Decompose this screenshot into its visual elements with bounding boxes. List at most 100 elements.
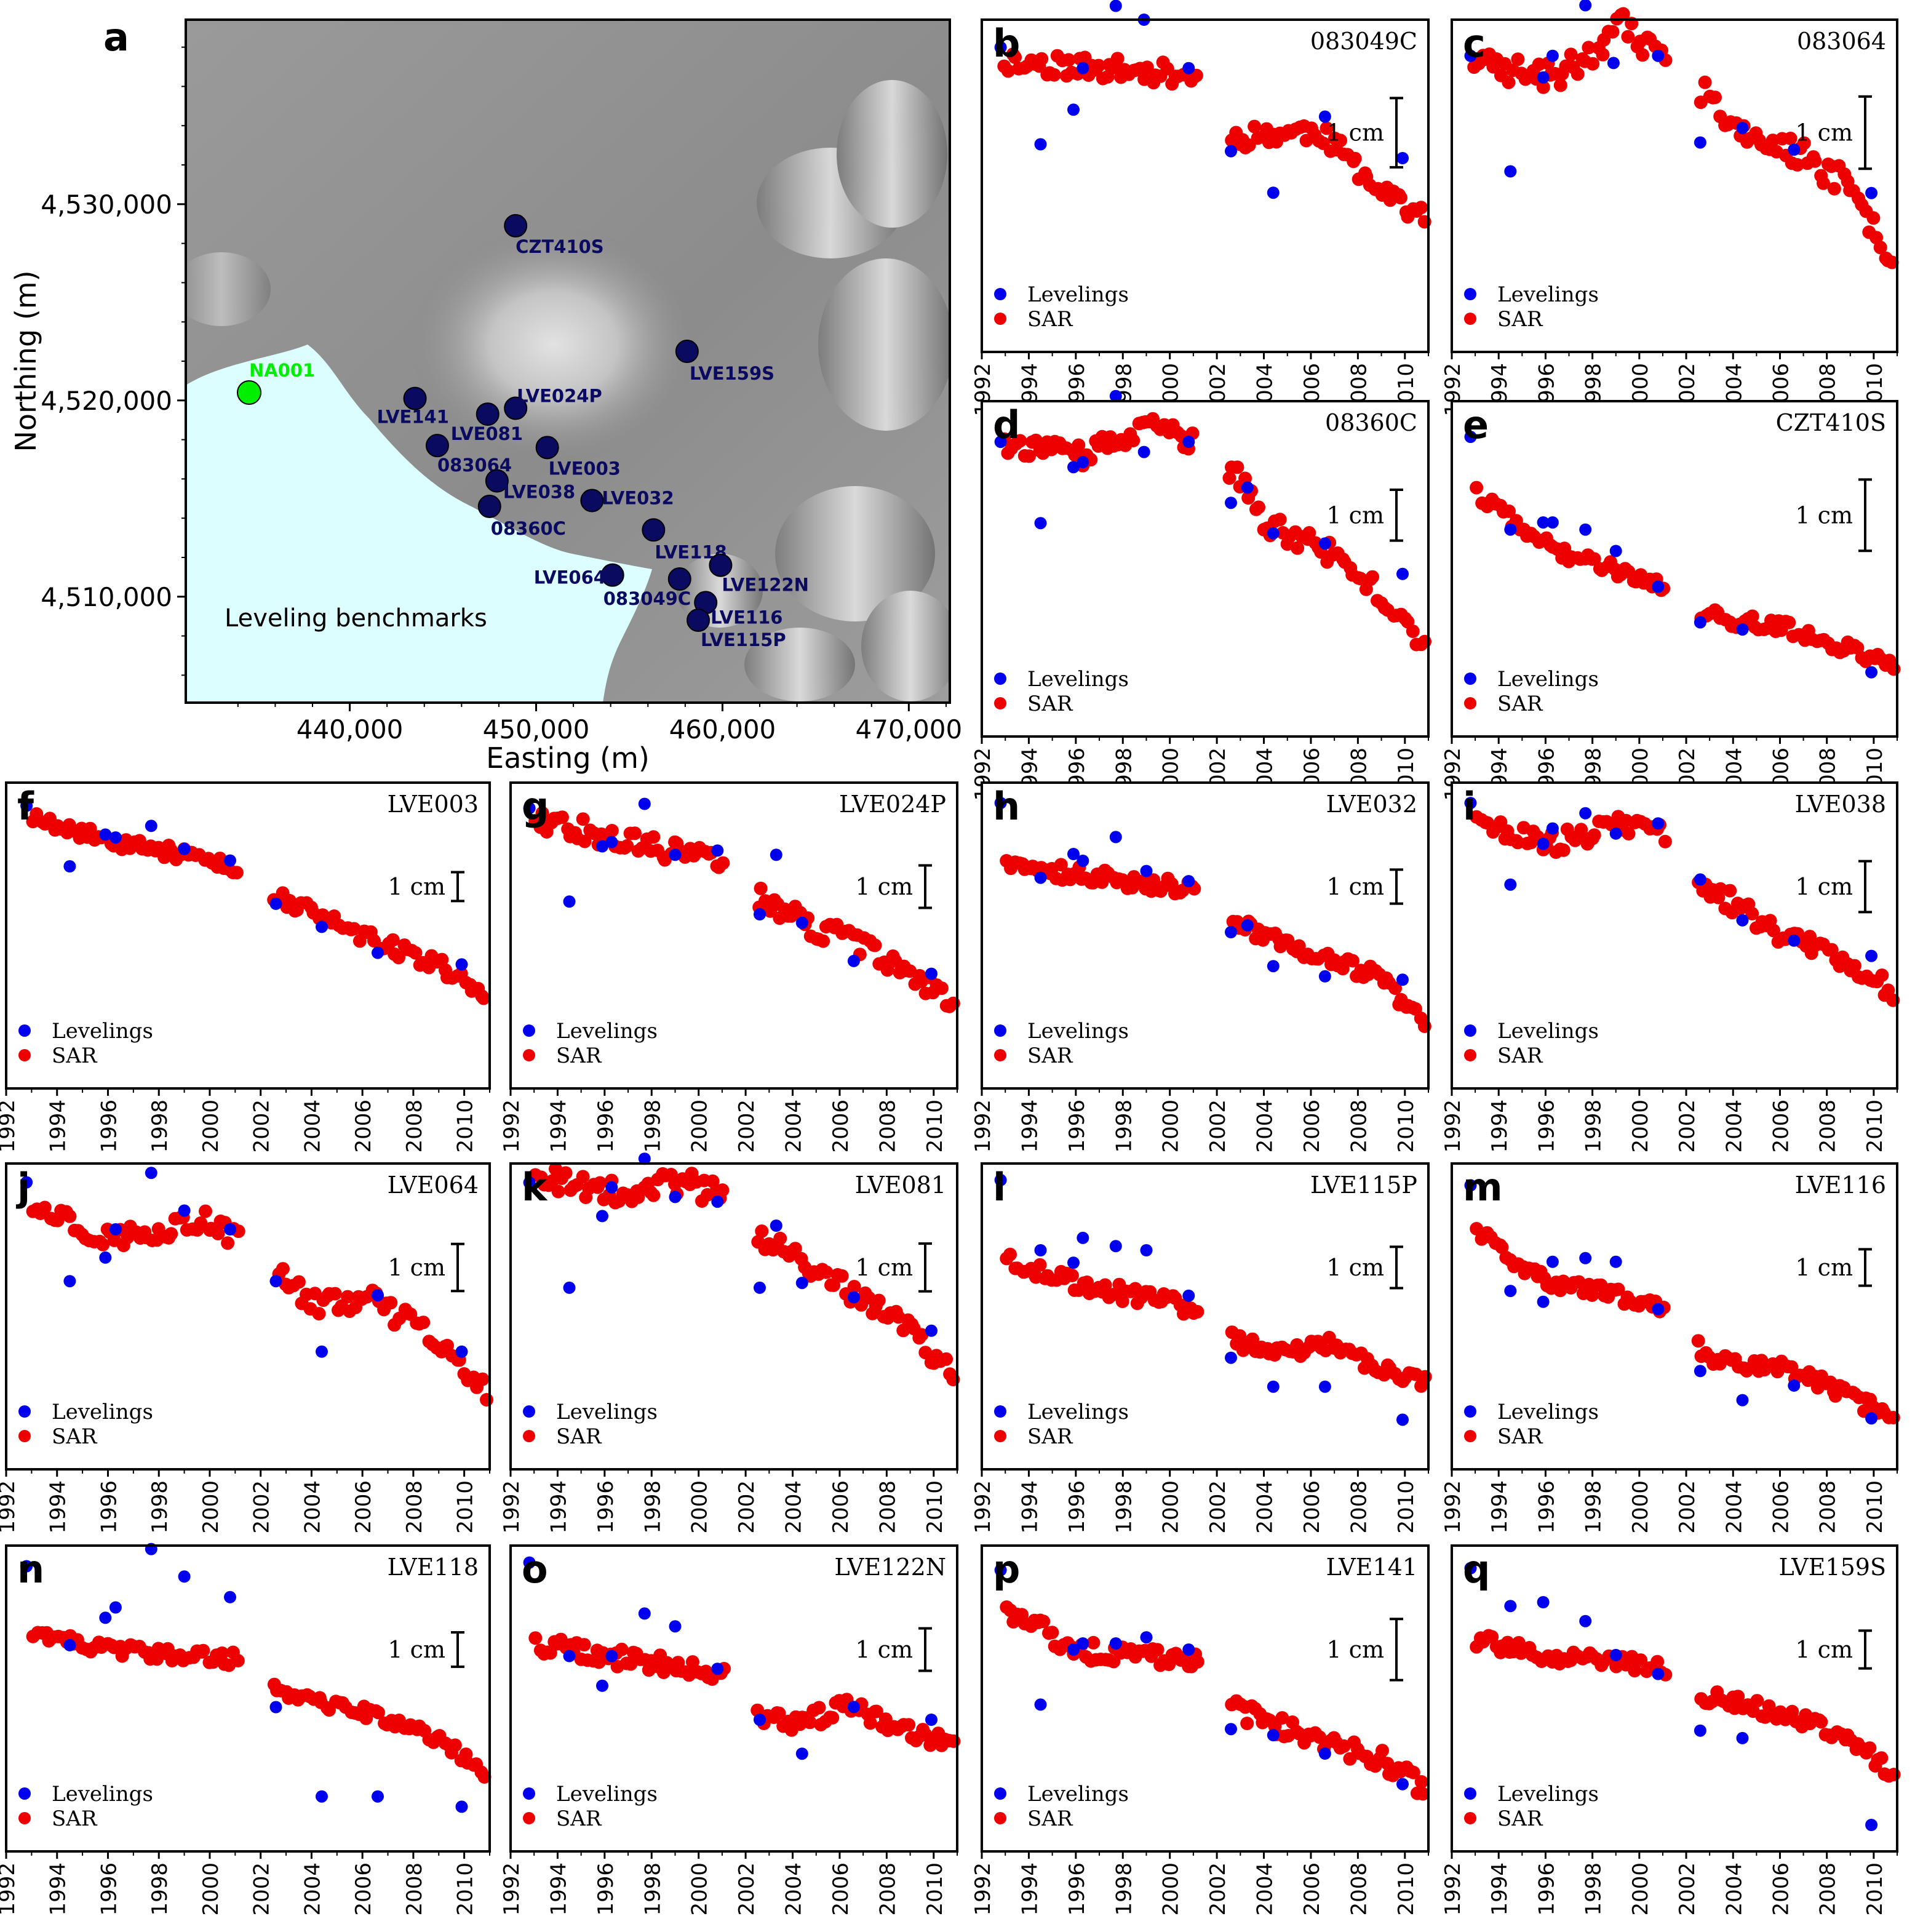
sar-point [1556,843,1571,857]
sar-point [578,834,592,848]
x-tick-label: 2002 [1675,1862,1700,1916]
sar-point [576,812,590,826]
leveling-point [145,820,157,832]
scale-bar-label: 1 cm [1795,1254,1853,1281]
sar-point [1302,526,1316,540]
leveling-point [994,1563,1007,1576]
sar-point [835,1269,849,1283]
leveling-point [1736,914,1749,927]
panel-frame [1451,400,1898,738]
x-tick-label: 2000 [688,1100,712,1153]
panel-background [1452,1546,1897,1851]
leveling-point [1694,136,1706,149]
scale-bar: 1 cm [388,871,464,903]
x-tick-label: 1996 [1534,1480,1559,1534]
leveling-point [1034,1244,1047,1256]
x-tick-label: 2006 [829,1100,853,1153]
sar-point [408,946,423,960]
sar-point [1745,906,1759,920]
x-tick-label: 1996 [1534,1862,1559,1916]
x-tick-label: 1994 [46,1100,71,1153]
sar-point [1414,201,1428,215]
x-tick-label: 1994 [546,1480,571,1534]
leveling-point [20,1176,33,1189]
x-tick-label: 1998 [1112,1100,1136,1153]
x-tick-label: 2010 [1394,1480,1419,1534]
sar-point [1045,1626,1059,1640]
sar-point [1495,1240,1509,1255]
panel-title: LVE024P [839,791,946,818]
leveling-point [1865,1412,1878,1425]
sar-point [1553,78,1567,92]
scale-bar: 1 cm [388,1631,464,1668]
leveling-point [1788,1379,1801,1392]
leveling-point [269,1275,282,1288]
sar-point [1650,1655,1665,1669]
leveling-point [994,41,1007,54]
sar-point [1511,52,1525,66]
map-x-tick-label: 460,000 [669,714,776,744]
leveling-series [1464,1562,1878,1831]
sar-point [221,1236,235,1250]
leveling-point [1504,878,1517,891]
benchmark-label: LVE122N [722,575,809,596]
map-panel-letter: a [103,15,129,60]
sar-point [1353,572,1368,586]
sar-point [1001,64,1015,78]
legend-marker [994,313,1006,325]
x-tick-label: 1996 [594,1862,618,1916]
sar-point [1098,1278,1112,1292]
map-x-axis-label: Easting (m) [486,741,650,775]
x-tick-label: 1996 [594,1100,618,1153]
legend-label: Levelings [1497,1019,1599,1044]
leveling-point [455,1800,468,1813]
benchmark-marker [504,396,528,420]
leveling-point [269,1701,282,1714]
leveling-point [1504,1600,1517,1613]
sar-point [1418,1370,1432,1384]
leveling-point [1225,1723,1237,1736]
scale-bar: 1 cm [1795,1629,1872,1670]
x-tick-label: 2008 [1347,1100,1371,1153]
leveling-point [1788,934,1801,947]
panel-background [6,1546,490,1851]
leveling-point [178,1570,191,1583]
panel-frame [5,1544,491,1853]
leveling-point [1579,1615,1592,1627]
legend-marker [523,1430,535,1442]
panel-letter: c [1463,21,1486,66]
sar-point [1359,582,1373,596]
leveling-point [109,831,122,844]
sar-point [1708,90,1722,105]
leveling-point [1077,855,1089,867]
sar-point [593,1176,607,1190]
sar-point [628,826,642,840]
sar-point [1586,57,1600,71]
sar-point [292,1275,306,1289]
x-tick-label: 1992 [0,1480,20,1534]
leveling-point [20,1560,33,1573]
leveling-series [20,1543,468,1813]
leveling-point [1318,110,1331,123]
legend-label: Levelings [1497,282,1599,307]
leveling-point [1182,436,1195,449]
panel-frame [1451,1162,1898,1471]
legend-marker [523,1405,535,1418]
sar-point [754,881,768,895]
sar-point [788,1242,802,1256]
legend-marker [1464,1812,1476,1824]
sar-point [1414,1775,1428,1789]
x-tick-label: 2002 [250,1480,274,1534]
sar-point [1035,52,1049,66]
panel-frame [981,400,1430,738]
sar-point [1596,47,1610,62]
sar-point [282,893,297,908]
legend-marker [1464,697,1476,709]
sar-point [847,1280,861,1294]
sar-point [1875,968,1889,982]
leveling-point [1034,1698,1047,1711]
sar-point [1150,1643,1165,1657]
